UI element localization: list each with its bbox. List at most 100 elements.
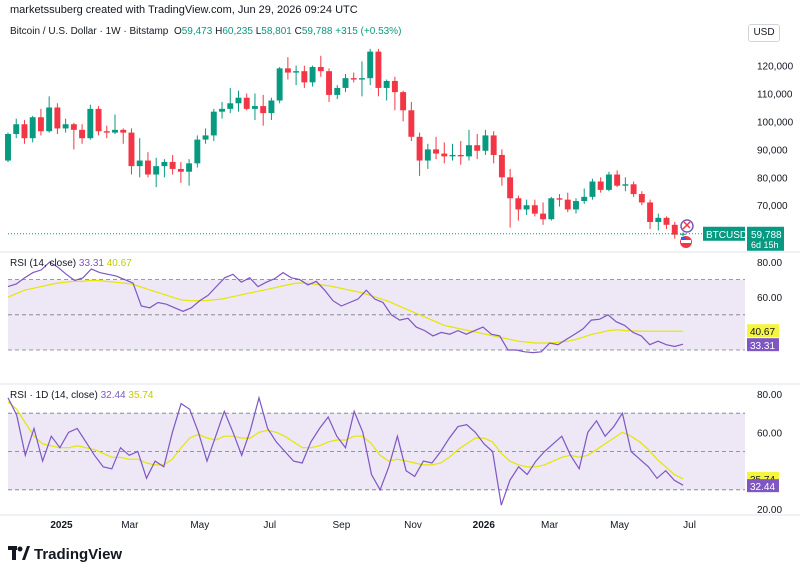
candle-body [21, 124, 28, 139]
candle-body [326, 71, 332, 95]
candle-body [449, 154, 456, 157]
candle-body [416, 136, 423, 161]
candle-body [186, 163, 193, 172]
candle-body [597, 181, 604, 190]
candle-body [79, 129, 86, 139]
rsi-daily-axis-tick: 20.00 [757, 505, 782, 516]
candle-body [87, 108, 94, 139]
candle-body [671, 224, 678, 235]
symbol-badge [703, 226, 745, 241]
candle-body [655, 217, 662, 222]
candle-body [284, 68, 291, 73]
candle-body [243, 97, 250, 109]
chart-attribution: marketssuberg created with TradingView.c… [10, 4, 358, 16]
us-flag-canton [681, 237, 686, 240]
candle-body [359, 78, 365, 80]
candle-body [630, 184, 637, 195]
price-axis-tick: 80,000 [757, 173, 788, 184]
time-axis-tick: 2025 [50, 520, 73, 531]
candle-body [400, 92, 407, 111]
candle-body [531, 205, 538, 214]
rsi-weekly-value: 33.31 [78, 258, 104, 269]
candle-body [301, 71, 308, 83]
candle-body [5, 134, 11, 161]
time-axis-tick: Sep [332, 520, 350, 531]
candle-body [136, 160, 143, 167]
time-axis-tick: May [190, 520, 209, 531]
candle-body [70, 124, 77, 130]
candle-body [474, 145, 481, 151]
rsi-weekly-value-badge-text: 33.31 [750, 341, 775, 352]
candle-body [317, 66, 324, 72]
time-axis-tick: May [610, 520, 629, 531]
tradingview-logo[interactable]: TradingView [8, 546, 122, 563]
candle-body [268, 100, 275, 114]
candle-body [37, 117, 44, 132]
candle-body [153, 166, 160, 175]
price-badge [747, 226, 784, 251]
candle-body [260, 106, 267, 114]
candle-body [227, 103, 234, 109]
candle-body [276, 68, 283, 101]
candle-body [507, 177, 514, 199]
close-label: C [294, 26, 302, 37]
time-axis-tick: 2026 [473, 520, 496, 531]
candle-body [540, 213, 547, 220]
us-flag-stripe [681, 240, 691, 243]
candle-body [548, 198, 555, 220]
time-axis-tick: Jul [263, 520, 276, 531]
candle-body [433, 149, 440, 154]
rsi-daily-ma: 35.74 [128, 390, 154, 401]
currency-selector[interactable]: USD [748, 24, 780, 42]
candle-body [54, 107, 61, 129]
candle-body [120, 129, 127, 133]
close-value: 59,788 [301, 26, 333, 37]
candle-body [441, 153, 448, 157]
candle-body [605, 174, 612, 190]
high-value: 60,235 [222, 26, 253, 37]
price-axis-tick: 90,000 [757, 145, 788, 156]
candle-body [112, 129, 118, 133]
candle-body [251, 106, 258, 109]
candle-body [391, 80, 398, 93]
candle-body [367, 51, 374, 79]
candle-body [169, 161, 176, 169]
candle-body [29, 117, 36, 139]
rsi-weekly-value-badge [747, 338, 779, 352]
price-badge-countdown: 6d 15h [751, 240, 779, 250]
rsi-weekly-legend: RSI (14, close) 33.31 40.67 [10, 258, 132, 269]
candle-body [573, 201, 579, 210]
rsi-weekly-label: RSI (14, close) [10, 258, 77, 269]
candle-body [490, 135, 497, 155]
rsi-weekly-line [7, 261, 684, 354]
candle-body [210, 111, 217, 136]
time-axis-tick: Jul [683, 520, 696, 531]
candle-body [161, 161, 168, 167]
price-axis-tick: 70,000 [757, 201, 788, 212]
candle-body [293, 71, 300, 73]
candle-body [334, 87, 341, 95]
price-axis-tick: 100,000 [757, 117, 794, 128]
candle-body [647, 202, 654, 222]
candle-body [383, 80, 390, 88]
low-label: L [255, 26, 262, 37]
candle-body [95, 108, 102, 132]
symbol-name: Bitcoin / U.S. Dollar · 1W · Bitstamp [10, 26, 169, 37]
candle-body [466, 145, 472, 157]
change-value: +315 (+0.53%) [335, 26, 402, 37]
candle-body [408, 110, 415, 137]
candle-body [638, 194, 645, 203]
rsi-daily-value: 32.44 [100, 390, 126, 401]
high-label: H [215, 26, 223, 37]
time-axis-tick: Nov [404, 520, 422, 531]
candle-body [144, 160, 151, 175]
candle-body [342, 78, 349, 88]
candle-body [663, 217, 670, 225]
candle-body [177, 168, 184, 172]
rsi-weekly-ma-line [7, 279, 683, 344]
candle-body [614, 174, 621, 186]
open-label: O [173, 26, 182, 37]
rsi-weekly-axis-tick: 60.00 [757, 293, 782, 304]
candle-body [482, 135, 489, 151]
